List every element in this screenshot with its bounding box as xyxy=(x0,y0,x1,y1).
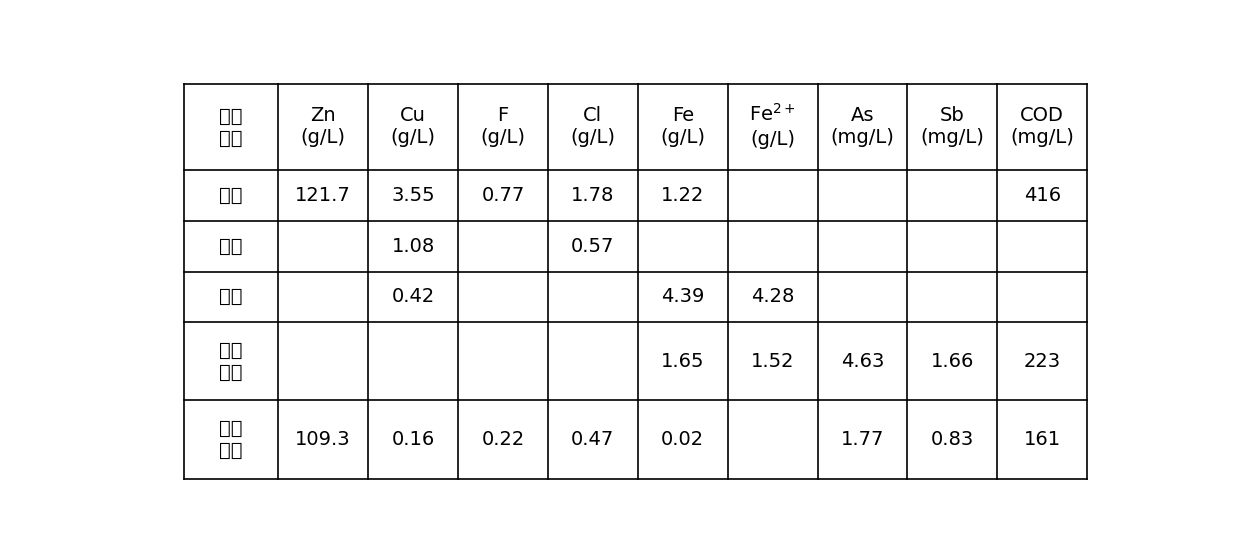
Text: 0.42: 0.42 xyxy=(392,287,435,306)
Text: 1.22: 1.22 xyxy=(661,186,704,205)
Text: Cl
(g/L): Cl (g/L) xyxy=(570,106,615,148)
Text: 0.16: 0.16 xyxy=(392,430,435,449)
Text: 0.57: 0.57 xyxy=(572,237,615,256)
Text: 二次
沉矾: 二次 沉矾 xyxy=(219,419,243,460)
Text: 0.47: 0.47 xyxy=(572,430,615,449)
Text: 1.08: 1.08 xyxy=(392,237,435,256)
Text: 3.55: 3.55 xyxy=(392,186,435,205)
Text: 109.3: 109.3 xyxy=(295,430,351,449)
Text: Fe
(g/L): Fe (g/L) xyxy=(660,106,706,148)
Text: 1.77: 1.77 xyxy=(841,430,884,449)
Text: 223: 223 xyxy=(1024,352,1060,371)
Text: 4.39: 4.39 xyxy=(661,287,704,306)
Text: (g/L): (g/L) xyxy=(750,130,795,149)
Text: 0.77: 0.77 xyxy=(481,186,525,205)
Text: 中和: 中和 xyxy=(219,186,243,205)
Text: 416: 416 xyxy=(1024,186,1060,205)
Text: 工序
元素: 工序 元素 xyxy=(219,106,243,148)
Text: 1.66: 1.66 xyxy=(931,352,975,371)
Text: 0.02: 0.02 xyxy=(661,430,704,449)
Text: COD
(mg/L): COD (mg/L) xyxy=(1011,106,1074,148)
Text: 一次
沉矾: 一次 沉矾 xyxy=(219,341,243,382)
Text: 161: 161 xyxy=(1024,430,1060,449)
Text: Cu
(g/L): Cu (g/L) xyxy=(391,106,435,148)
Text: F
(g/L): F (g/L) xyxy=(480,106,526,148)
Text: 除氯: 除氯 xyxy=(219,237,243,256)
Text: Fe$^{2+}$: Fe$^{2+}$ xyxy=(749,103,796,125)
Text: 4.63: 4.63 xyxy=(841,352,884,371)
Text: 0.83: 0.83 xyxy=(931,430,973,449)
Text: Sb
(mg/L): Sb (mg/L) xyxy=(920,106,985,148)
Text: 1.78: 1.78 xyxy=(572,186,615,205)
Text: 沉铜: 沉铜 xyxy=(219,287,243,306)
Text: 4.28: 4.28 xyxy=(751,287,795,306)
Text: Zn
(g/L): Zn (g/L) xyxy=(300,106,346,148)
Text: As
(mg/L): As (mg/L) xyxy=(831,106,894,148)
Text: 0.22: 0.22 xyxy=(481,430,525,449)
Text: 1.52: 1.52 xyxy=(751,352,795,371)
Text: 1.65: 1.65 xyxy=(661,352,704,371)
Text: 121.7: 121.7 xyxy=(295,186,351,205)
